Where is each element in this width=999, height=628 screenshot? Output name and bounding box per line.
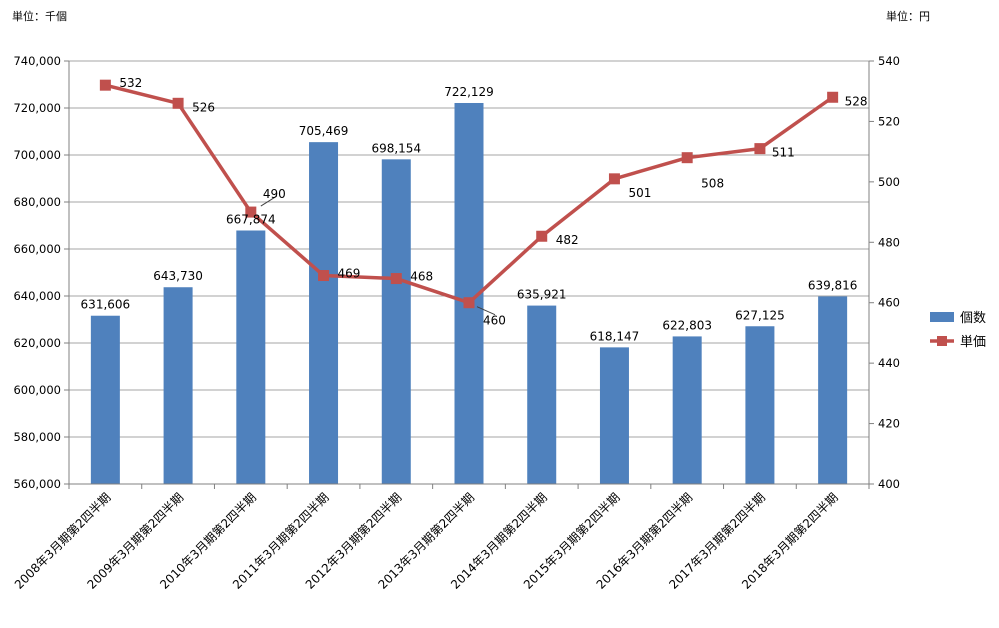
right-unit-label: 単位：円 xyxy=(886,10,930,23)
line-value-label: 460 xyxy=(483,314,506,328)
left-tick-label: 580,000 xyxy=(13,430,61,444)
line-value-label: 532 xyxy=(119,76,142,90)
bar-value-label: 698,154 xyxy=(371,141,421,155)
right-tick-label: 400 xyxy=(878,477,900,491)
right-tick-label: 500 xyxy=(878,175,900,189)
left-tick-label: 680,000 xyxy=(13,195,61,209)
bar xyxy=(163,287,193,484)
tanka-marker xyxy=(536,230,548,242)
tanka-marker xyxy=(390,273,402,285)
left-tick-label: 660,000 xyxy=(13,242,61,256)
bar-series-kosu xyxy=(90,102,848,485)
bar-value-label: 618,147 xyxy=(590,329,640,343)
left-tick-label: 620,000 xyxy=(13,336,61,350)
bar-value-label: 639,816 xyxy=(808,278,858,292)
left-tick-label: 600,000 xyxy=(13,383,61,397)
legend-swatch-kosu xyxy=(930,312,954,322)
left-tick-label: 740,000 xyxy=(13,54,61,68)
tanka-marker xyxy=(608,173,620,185)
bar-value-label: 622,803 xyxy=(662,318,712,332)
bar xyxy=(90,315,120,484)
right-tick-label: 460 xyxy=(878,296,900,310)
left-tick-label: 720,000 xyxy=(13,101,61,115)
bar-value-label: 643,730 xyxy=(153,269,203,283)
line-value-label: 469 xyxy=(338,267,361,281)
line-value-label: 526 xyxy=(192,100,215,114)
bar xyxy=(236,230,266,484)
line-value-label: 468 xyxy=(410,270,433,284)
line-value-label: 511 xyxy=(772,146,795,160)
right-tick-label: 540 xyxy=(878,54,900,68)
left-tick-label: 560,000 xyxy=(13,477,61,491)
right-tick-label: 440 xyxy=(878,356,900,370)
left-unit-label: 単位：千個 xyxy=(12,10,67,23)
line-series-tanka xyxy=(99,79,839,309)
bar-value-label: 635,921 xyxy=(517,288,567,302)
left-tick-label: 640,000 xyxy=(13,289,61,303)
tanka-marker xyxy=(245,206,257,218)
tanka-marker xyxy=(99,79,111,91)
axes xyxy=(64,60,874,489)
bar xyxy=(745,326,775,484)
bar-value-label: 631,606 xyxy=(81,298,131,312)
bar xyxy=(599,347,629,484)
right-tick-label: 480 xyxy=(878,235,900,249)
line-value-label: 528 xyxy=(845,94,868,108)
line-value-label: 508 xyxy=(701,177,724,191)
tanka-marker xyxy=(681,152,693,164)
tanka-marker xyxy=(318,270,330,282)
right-tick-label: 520 xyxy=(878,114,900,128)
tanka-marker xyxy=(463,297,475,309)
bar-value-label: 667,874 xyxy=(226,212,276,226)
tanka-marker xyxy=(172,97,184,109)
bar xyxy=(527,305,557,484)
left-tick-label: 700,000 xyxy=(13,148,61,162)
leader-line xyxy=(260,195,278,207)
leader-line xyxy=(476,306,496,316)
bar-value-label: 627,125 xyxy=(735,308,785,322)
data-labels: 631,606 643,730 667,874 705,469 698,154 722,1… xyxy=(81,76,868,343)
legend-label-tanka: 単価 xyxy=(960,334,986,350)
bar-value-label: 722,129 xyxy=(444,85,494,99)
bar-value-label: 705,469 xyxy=(299,124,349,138)
legend-label-kosu: 個数 xyxy=(960,311,986,326)
line-value-label: 501 xyxy=(628,186,651,200)
bar xyxy=(672,336,702,484)
legend-marker-tanka xyxy=(937,336,947,346)
line-value-label: 482 xyxy=(556,233,579,247)
tanka-marker xyxy=(827,91,839,103)
bar xyxy=(818,296,848,484)
tanka-marker xyxy=(754,143,766,155)
bar xyxy=(309,142,339,485)
right-tick-label: 420 xyxy=(878,417,900,431)
line-value-label: 490 xyxy=(263,187,286,201)
bar xyxy=(381,159,411,484)
